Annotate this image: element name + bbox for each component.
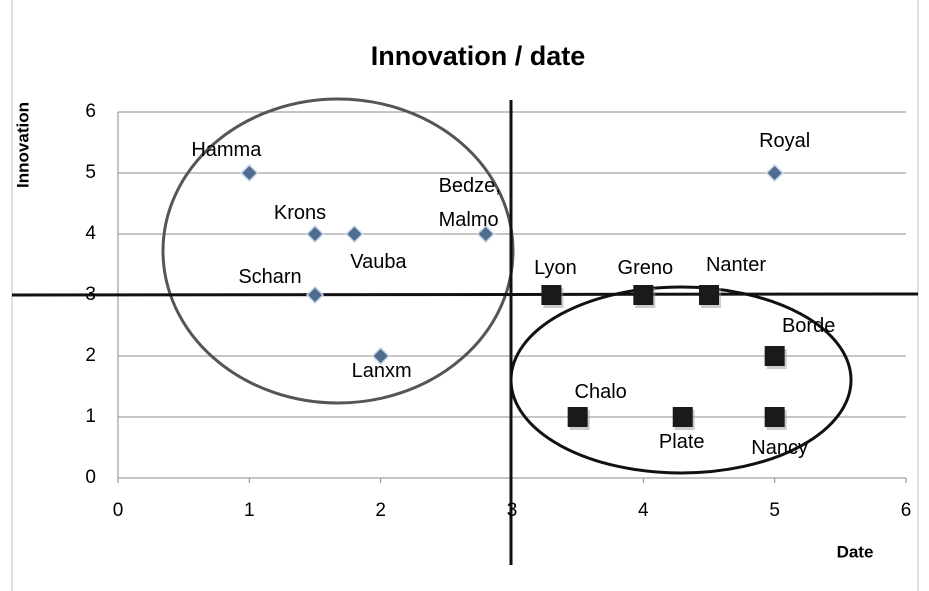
y-tick-label: 5 — [85, 162, 96, 183]
point-label: Bedze, Malmo — [438, 175, 501, 231]
point-label: Royal — [759, 130, 811, 152]
point — [567, 407, 588, 427]
y-tick-label: 2 — [85, 345, 96, 366]
point — [633, 285, 654, 305]
point — [764, 407, 785, 427]
point — [371, 346, 390, 366]
point — [764, 346, 785, 366]
point-label: Borde — [781, 315, 836, 337]
point — [345, 224, 364, 244]
x-tick-label: 5 — [769, 500, 780, 521]
point-label: Lanxm — [351, 360, 412, 382]
y-tick-label: 3 — [85, 284, 96, 305]
chart-title: Innovation / date — [371, 41, 586, 71]
x-tick-label: 1 — [244, 500, 255, 521]
y-tick-label: 6 — [85, 101, 96, 122]
x-tick-label: 6 — [901, 500, 912, 521]
y-tick-label: 0 — [85, 467, 96, 488]
x-tick-label: 3 — [507, 500, 518, 521]
point-label: Nancy — [751, 437, 809, 459]
point — [672, 407, 693, 427]
y-tick-label: 4 — [85, 223, 96, 244]
point-label: Greno — [617, 257, 674, 279]
point-label: Lyon — [534, 257, 577, 279]
point — [305, 224, 325, 244]
cluster-ellipse — [161, 97, 515, 405]
x-tick-label: 4 — [638, 500, 649, 521]
point-label: Hamma — [191, 139, 262, 161]
divider-line — [11, 292, 919, 297]
point-label: Nanter — [705, 254, 767, 276]
point-label: Plate — [658, 431, 705, 453]
y-axis-title: Innovation — [13, 102, 32, 188]
x-tick-label: 0 — [113, 500, 124, 521]
point-label: Krons — [273, 202, 327, 224]
point-label: Chalo — [574, 381, 627, 403]
point — [240, 163, 259, 183]
x-axis-title: Date — [837, 542, 874, 561]
point — [476, 224, 495, 244]
point-label: Vauba — [350, 251, 407, 273]
point — [765, 163, 784, 183]
point-label: Scharn — [238, 266, 302, 288]
point — [305, 285, 325, 305]
point — [699, 285, 719, 305]
x-tick-label: 2 — [375, 500, 386, 521]
point — [541, 285, 562, 305]
y-tick-label: 1 — [85, 406, 96, 427]
